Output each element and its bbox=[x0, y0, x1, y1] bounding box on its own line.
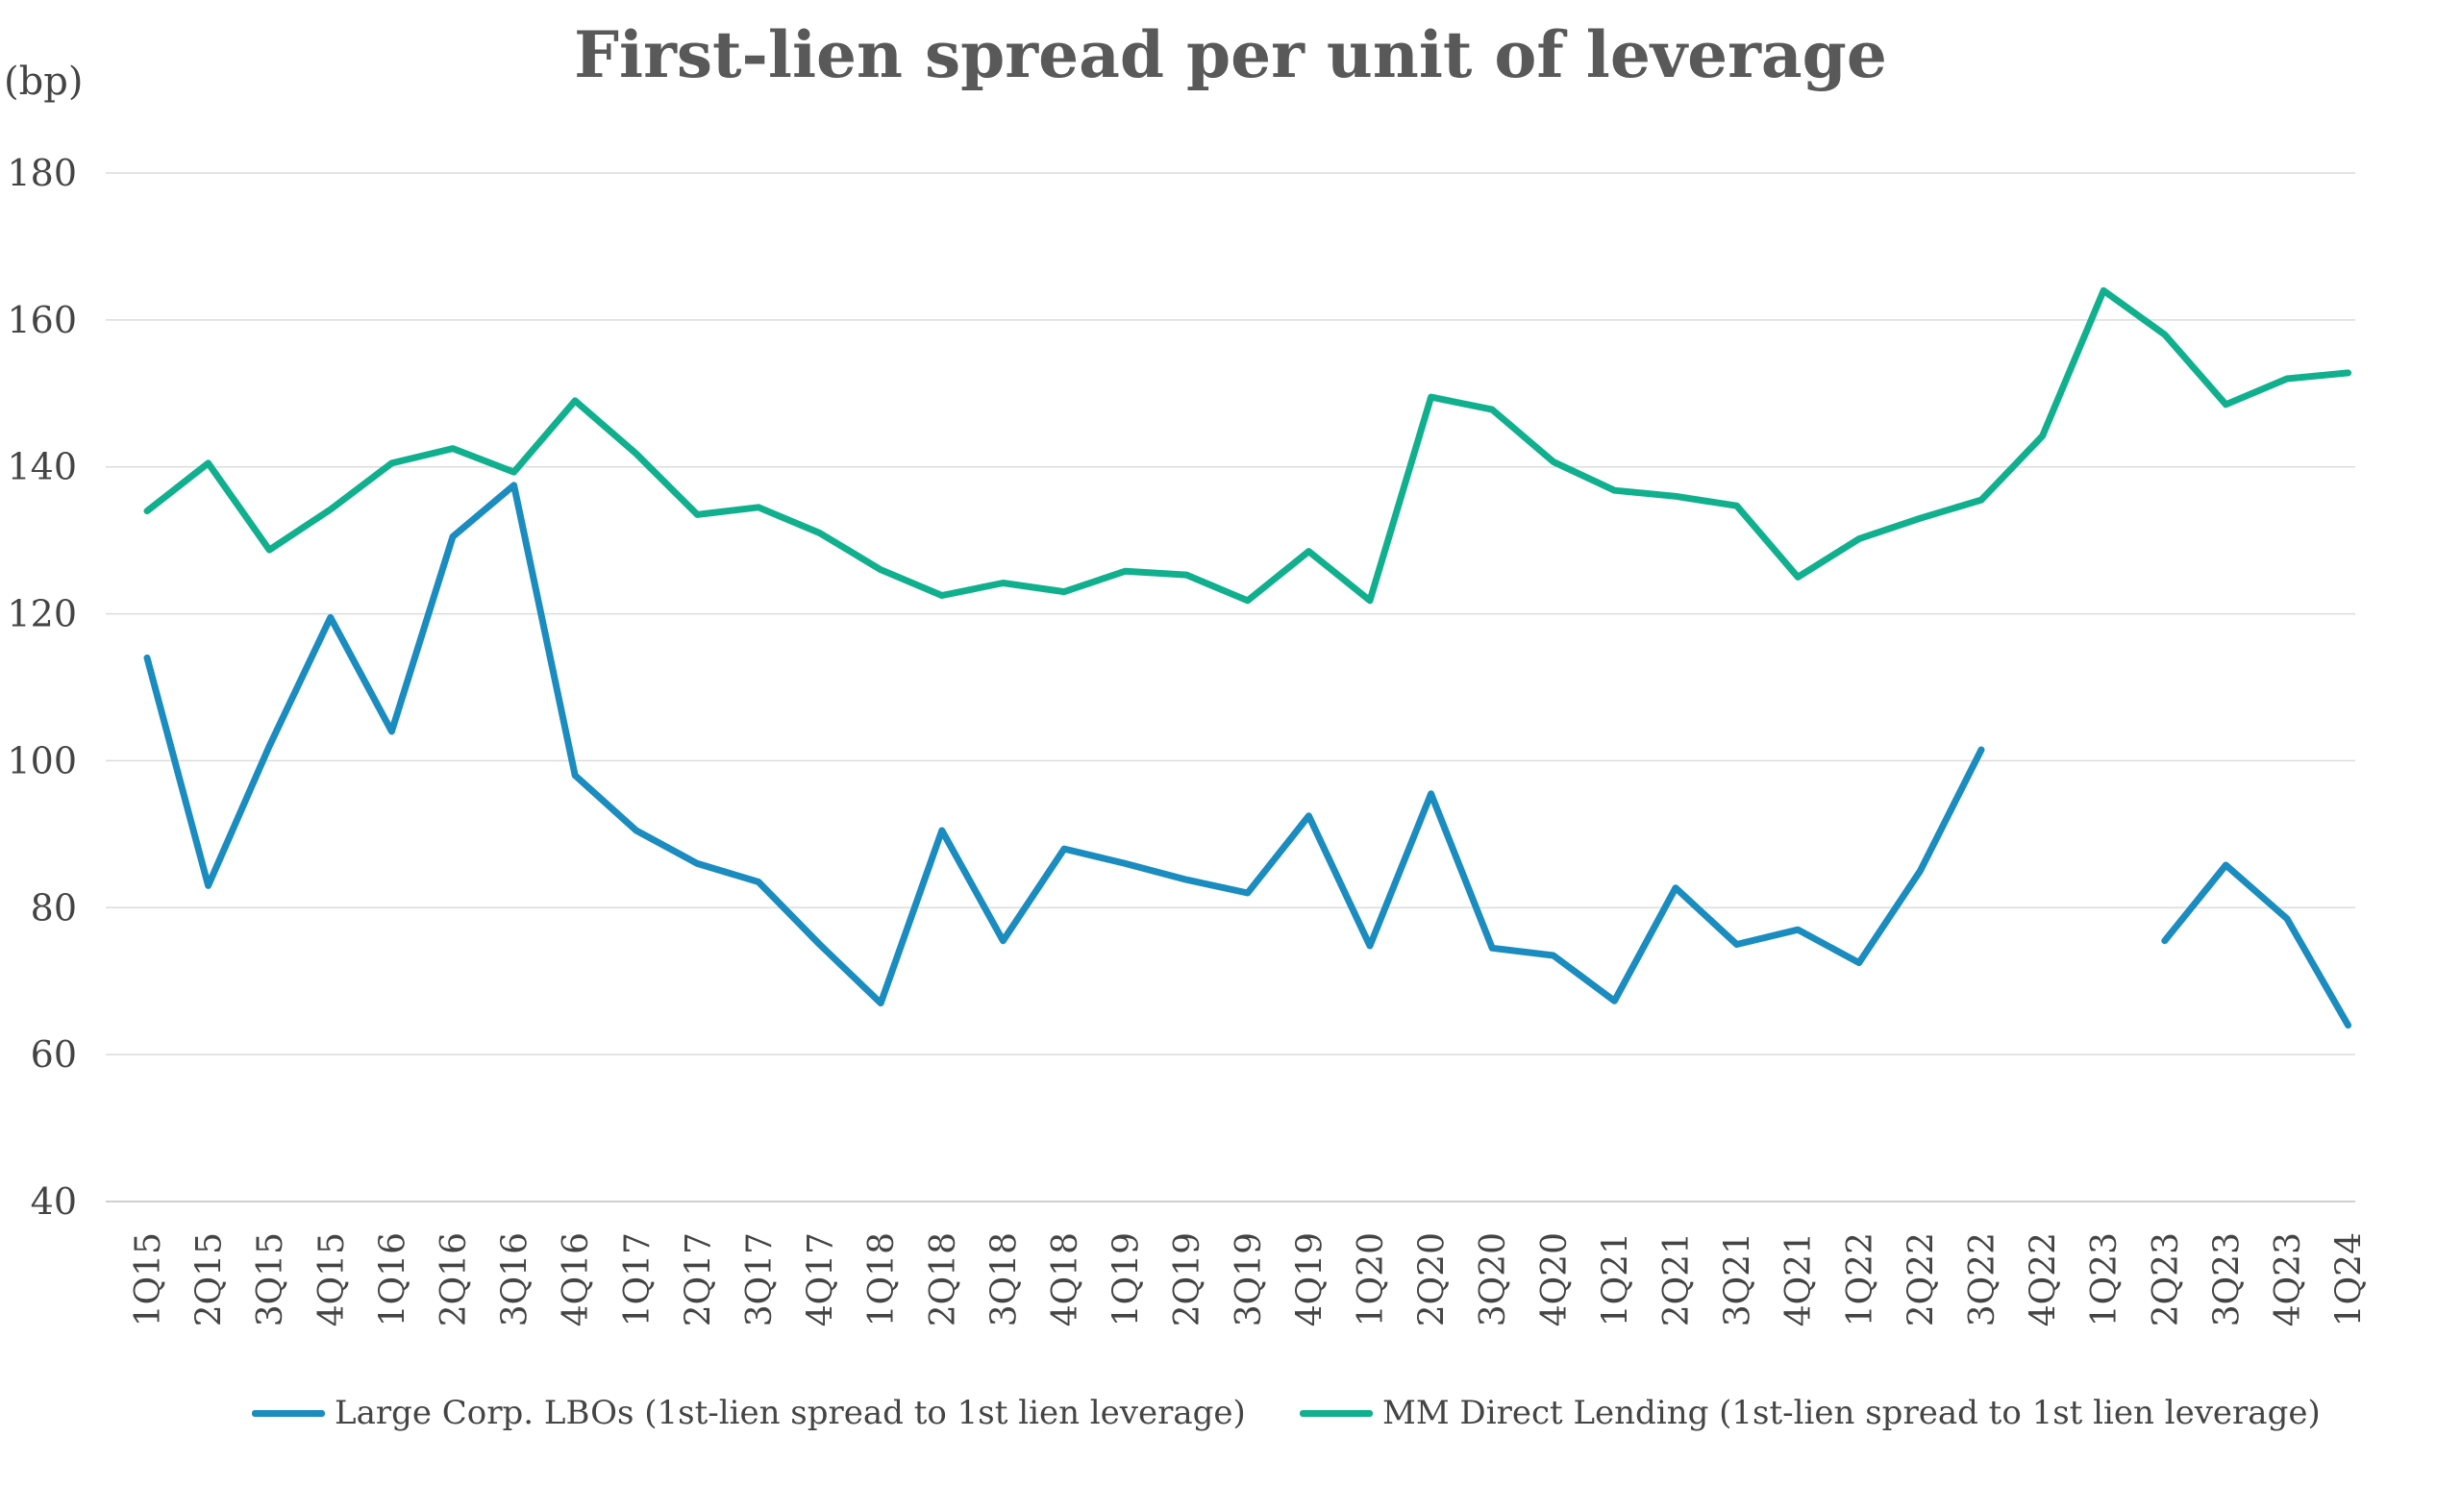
y-axis-ticks: 40 60 80 100 120 140 160 180 bbox=[7, 152, 77, 1223]
x-tick-label: 1Q18 bbox=[862, 1232, 902, 1326]
y-tick-label: 60 bbox=[31, 1033, 77, 1076]
chart-title: First-lien spread per unit of leverage bbox=[574, 17, 1887, 92]
x-tick-label: 4Q20 bbox=[1535, 1232, 1575, 1326]
y-tick-label: 100 bbox=[7, 739, 77, 781]
x-tick-label: 4Q23 bbox=[2269, 1232, 2308, 1326]
x-tick-label: 2Q18 bbox=[924, 1232, 963, 1326]
x-tick-label: 3Q23 bbox=[2207, 1232, 2247, 1326]
x-tick-label: 3Q21 bbox=[1719, 1232, 1758, 1326]
x-tick-label: 2Q16 bbox=[435, 1232, 474, 1326]
y-axis-unit-label: (bp) bbox=[4, 60, 84, 104]
x-tick-label: 1Q24 bbox=[2330, 1232, 2370, 1326]
x-tick-label: 1Q22 bbox=[1841, 1232, 1880, 1326]
series-line-1-segment-0 bbox=[143, 286, 2352, 605]
gridlines bbox=[106, 172, 2355, 1202]
x-tick-label: 3Q18 bbox=[984, 1232, 1024, 1326]
legend-item-mm-direct-lending: MM Direct Lending (1st-lien spread to 1s… bbox=[1300, 1394, 2321, 1432]
y-tick-label: 80 bbox=[31, 886, 77, 929]
x-tick-label: 1Q19 bbox=[1107, 1232, 1147, 1326]
x-tick-label: 3Q19 bbox=[1230, 1232, 1269, 1326]
x-tick-label: 4Q16 bbox=[557, 1232, 596, 1326]
x-tick-label: 1Q15 bbox=[129, 1232, 168, 1326]
x-tick-label: 2Q23 bbox=[2147, 1232, 2186, 1326]
y-tick-label: 180 bbox=[7, 152, 77, 194]
x-tick-label: 4Q17 bbox=[802, 1232, 841, 1326]
series-line-0-segment-1 bbox=[2161, 861, 2352, 1029]
y-tick-label: 120 bbox=[7, 593, 77, 635]
x-tick-label: 1Q16 bbox=[373, 1232, 412, 1326]
x-tick-label: 3Q15 bbox=[251, 1232, 290, 1326]
legend-label-mm-direct-lending: MM Direct Lending (1st-lien spread to 1s… bbox=[1382, 1394, 2321, 1432]
legend-swatch-mm-direct-lending bbox=[1300, 1409, 1373, 1417]
x-axis-ticks: 1Q15 2Q15 3Q15 4Q15 1Q16 2Q16 3Q16 4Q16 1Q17 2Q17… bbox=[129, 1232, 2370, 1326]
x-tick-label: 3Q16 bbox=[496, 1232, 535, 1326]
x-tick-label: 1Q21 bbox=[1596, 1232, 1635, 1326]
series-lines bbox=[143, 286, 2352, 1029]
legend-item-large-corp-lbos: Large Corp. LBOs (1st-lien spread to 1st… bbox=[252, 1394, 1246, 1432]
x-tick-label: 2Q19 bbox=[1168, 1232, 1207, 1326]
x-tick-label: 4Q22 bbox=[2025, 1232, 2064, 1326]
series-line-0-segment-0 bbox=[143, 482, 1985, 1007]
x-tick-label: 4Q18 bbox=[1046, 1232, 1085, 1326]
x-tick-label: 2Q15 bbox=[190, 1232, 230, 1326]
x-tick-label: 3Q22 bbox=[1963, 1232, 2002, 1326]
legend: Large Corp. LBOs (1st-lien spread to 1st… bbox=[0, 1394, 2461, 1451]
x-tick-label: 4Q15 bbox=[312, 1232, 352, 1326]
legend-label-large-corp-lbos: Large Corp. LBOs (1st-lien spread to 1st… bbox=[335, 1394, 1246, 1432]
x-tick-label: 2Q20 bbox=[1413, 1232, 1453, 1326]
x-tick-label: 2Q17 bbox=[679, 1232, 718, 1326]
x-tick-label: 1Q20 bbox=[1352, 1232, 1391, 1326]
x-tick-label: 2Q22 bbox=[1902, 1232, 1941, 1326]
y-tick-label: 40 bbox=[31, 1180, 77, 1223]
x-tick-label: 4Q21 bbox=[1779, 1232, 1819, 1326]
x-tick-label: 2Q21 bbox=[1657, 1232, 1697, 1326]
x-tick-label: 3Q20 bbox=[1474, 1232, 1513, 1326]
x-tick-label: 1Q17 bbox=[618, 1232, 658, 1326]
x-tick-label: 4Q19 bbox=[1290, 1232, 1330, 1326]
y-tick-label: 160 bbox=[7, 299, 77, 341]
y-tick-label: 140 bbox=[7, 446, 77, 488]
legend-swatch-large-corp-lbos bbox=[252, 1409, 325, 1417]
x-tick-label: 3Q17 bbox=[740, 1232, 780, 1326]
x-tick-label: 1Q23 bbox=[2085, 1232, 2125, 1326]
